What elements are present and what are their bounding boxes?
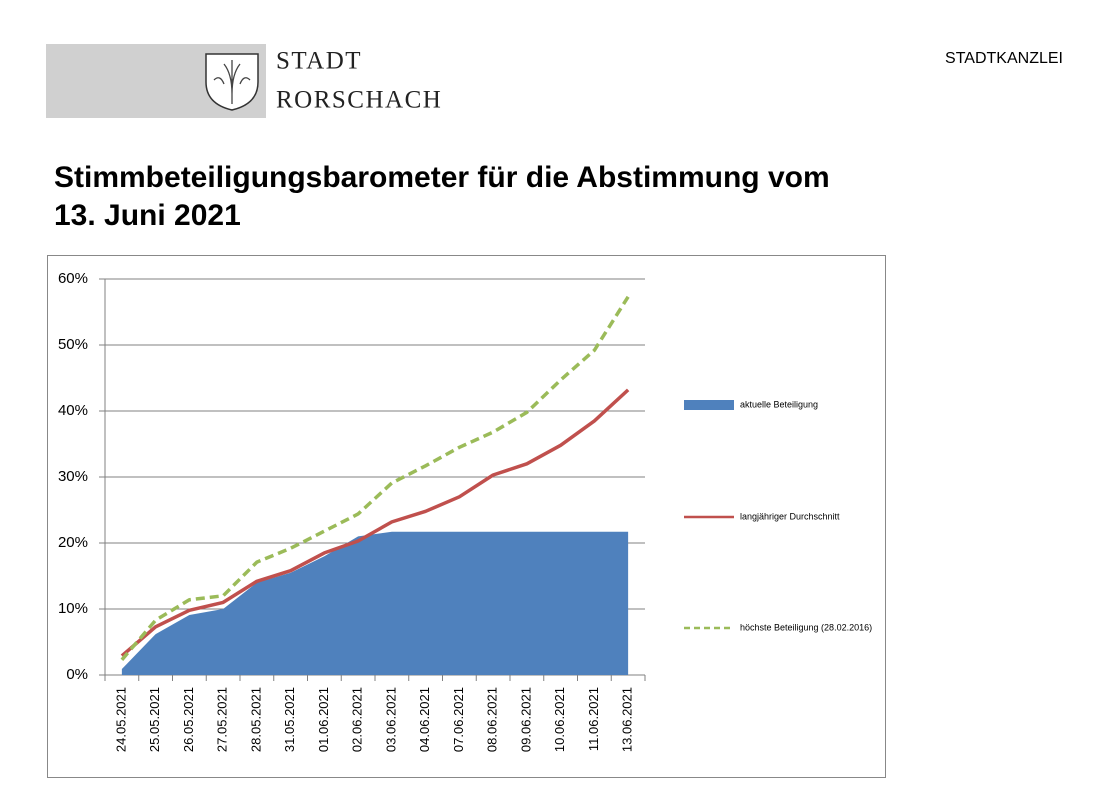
line — [120, 295, 630, 661]
x-tick-label: 28.05.2021 — [248, 687, 263, 752]
y-tick-label: 0% — [66, 666, 88, 683]
logo-line: STADT — [276, 48, 362, 75]
x-tick-label: 11.06.2021 — [586, 687, 601, 751]
legend-label: langjähriger Durchschnitt — [740, 511, 840, 521]
x-tick-label: 31.05.2021 — [282, 687, 297, 752]
legend-swatch — [684, 400, 734, 410]
x-tick-label: 03.06.2021 — [383, 687, 398, 752]
y-tick-label: 30% — [58, 468, 88, 485]
x-tick-label: 10.06.2021 — [552, 687, 567, 752]
legend-label: höchste Beteiligung (28.02.2016) — [740, 622, 872, 632]
x-tick-label: 08.06.2021 — [485, 687, 500, 752]
x-tick-label: 01.06.2021 — [316, 687, 331, 752]
title: Stimmbeteiligungsbarometer für die Absti… — [54, 161, 830, 194]
x-tick-label: 04.06.2021 — [417, 687, 432, 752]
chart: 0% 10% 20% 30% 40% 50% 60% 24.05.2021 25.05.2021… — [58, 270, 872, 752]
y-tick-label: 40% — [58, 402, 88, 419]
x-tick-label: 07.06.2021 — [451, 687, 466, 752]
department: STADTKANZLEI — [945, 50, 1063, 67]
x-tick-label: 13.06.2021 — [620, 687, 635, 752]
x-tick-label: 02.06.2021 — [350, 687, 365, 752]
x-tick-label: 26.05.2021 — [181, 687, 196, 752]
logo-line: RORSCHACH — [276, 87, 442, 114]
x-tick-label: 25.05.2021 — [147, 687, 162, 752]
line — [120, 388, 630, 658]
coat-of-arms — [205, 53, 259, 111]
chart-frame — [47, 255, 886, 778]
y-tick-label: 10% — [58, 600, 88, 617]
y-tick-label: 20% — [58, 534, 88, 551]
x-tick-label: 24.05.2021 — [113, 687, 128, 752]
area — [121, 531, 629, 675]
x-tick-label: 27.05.2021 — [215, 687, 230, 752]
x-tick-label: 09.06.2021 — [518, 687, 533, 752]
y-tick-label: 60% — [58, 270, 88, 287]
legend-label: aktuelle Beteiligung — [740, 399, 818, 409]
title: 13. Juni 2021 — [54, 199, 241, 232]
y-tick-label: 50% — [58, 336, 88, 353]
